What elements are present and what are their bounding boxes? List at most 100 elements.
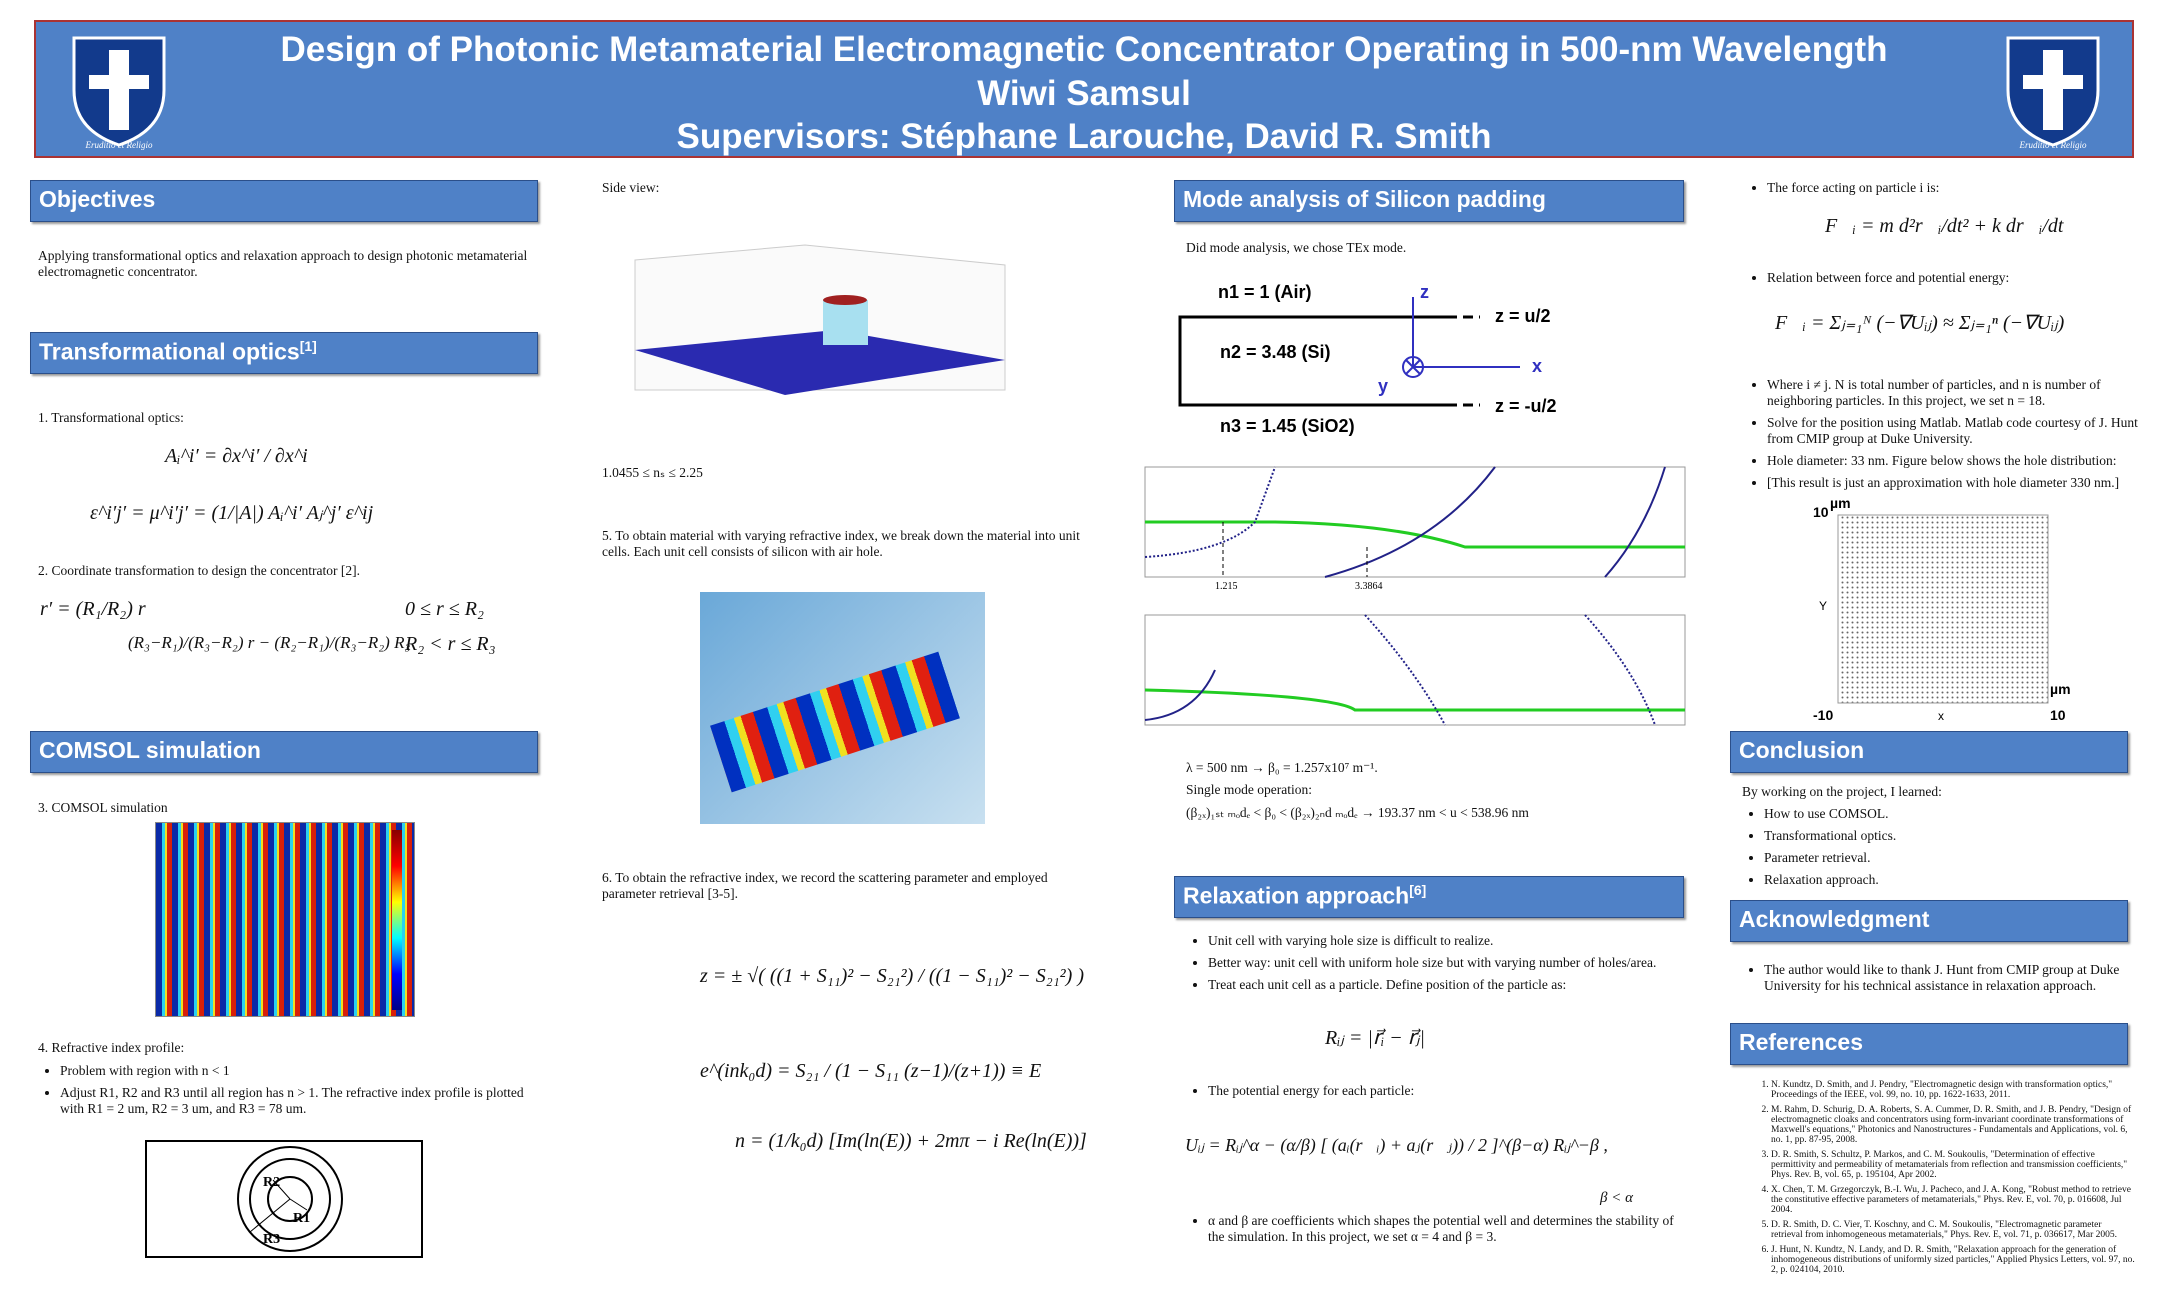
equation: z = ± √( ((1 + S₁₁)² − S₂₁²) / ((1 − S₁₁… [700,965,1084,987]
list-item: X. Chen, T. M. Grzegorczyk, B.-I. Wu, J.… [1771,1185,2135,1215]
text: (β₂ₓ)₁ₛₜ ₘₒdₑ < β₀ < (β₂ₓ)₂ₙd ₘₒdₑ → 193… [1186,805,1529,820]
text: Applying transformational optics and rel… [38,248,528,279]
section-heading: References [1730,1023,2128,1065]
list: How to use COMSOL. Transformational optic… [1742,806,2122,894]
list-item: Problem with region with n < 1 [60,1063,538,1079]
hole-distribution: 10 µm Y -10 x 10 µm [1813,500,2071,723]
list-item: N. Kundtz, D. Smith, and J. Pendry, "Ele… [1771,1080,2135,1100]
bullet: α and β are coefficients which shapes th… [1208,1213,1676,1245]
header: Design of Photonic Metamaterial Electrom… [34,20,2134,158]
list-item: Solve for the position using Matlab. Mat… [1767,415,2155,447]
label: z = u/2 [1495,306,1551,326]
dispersion-plot [1144,614,1686,726]
equation: β < α [1600,1190,1633,1206]
logo: Eruditio et Religio [72,36,166,150]
item: 2. Coordinate transformation to design t… [38,563,361,578]
equation: F⃗ᵢ = m d²r⃗ᵢ/dt² + k dr⃗ᵢ/dt [1825,215,2064,237]
item: 4. Refractive index profile: [38,1040,185,1055]
equation: n = (1/k₀d) [Im(ln(E)) + 2mπ − i Re(ln(E… [735,1130,1087,1152]
axis-label: -10 [1813,707,1833,723]
equation: e^(ink₀d) = S₂₁ / (1 − S₁₁ (z−1)/(z+1)) … [700,1060,1042,1082]
marker-label: 3.3864 [1355,581,1383,592]
section-heading: Relaxation approach[6] [1174,876,1684,918]
list-item: D. R. Smith, D. C. Vier, T. Koschny, and… [1771,1220,2135,1240]
text: By working on the project, I learned: [1742,784,1942,799]
axis-unit: µm [1830,500,1851,511]
bullet: The author would like to thank J. Hunt f… [1764,962,2127,994]
logo: Eruditio et Religio [2006,36,2100,150]
heading-text: Relaxation approach [1183,882,1410,909]
list: α and β are coefficients which shapes th… [1186,1213,1676,1251]
section-heading: Mode analysis of Silicon padding [1174,180,1684,222]
citation: [1] [299,338,317,354]
section-heading: Conclusion [1730,731,2128,773]
dispersion-plot: 1.215 3.3864 [1144,466,1686,592]
list: The force acting on particle i is: [1745,180,2145,202]
supervisors: Supervisors: Stéphane Larouche, David R.… [676,117,1492,156]
list: The author would like to thank J. Hunt f… [1742,962,2127,1000]
list-item: Parameter retrieval. [1764,850,2122,866]
section-heading: Transformational optics[1] [30,332,538,374]
text: Single mode operation: [1186,782,1312,797]
axis-label: Y [1819,599,1827,613]
label: z = -u/2 [1495,396,1557,416]
equation: R₂ < r ≤ R₃ [405,633,496,655]
list: N. Kundtz, D. Smith, and J. Pendry, "Ele… [1745,1080,2135,1280]
list-item: [This result is just an approximation wi… [1767,475,2155,491]
list-item: J. Hunt, N. Kundtz, N. Landy, and D. R. … [1771,1245,2135,1275]
label: n3 = 1.45 (SiO2) [1220,416,1355,436]
text: λ = 500 nm → β₀ = 1.257x10⁷ m⁻¹. [1186,760,1378,775]
bullet: The force acting on particle i is: [1767,180,2145,196]
label: y [1378,376,1388,396]
label: R2 [263,1175,280,1190]
list-item: D. R. Smith, S. Schultz, P. Markos, and … [1771,1150,2135,1180]
list-item: Relaxation approach. [1764,872,2122,888]
section-heading: Acknowledgment [1730,900,2128,942]
axis-label: 10 [1813,504,1829,520]
motto: Eruditio et Religio [85,140,153,150]
motto: Eruditio et Religio [2019,140,2087,150]
list-item: Adjust R1, R2 and R3 until all region ha… [60,1085,538,1117]
list-item: Treat each unit cell as a particle. Defi… [1208,977,1676,993]
bullet: Relation between force and potential ene… [1767,270,2145,286]
text: 6. To obtain the refractive index, we re… [602,870,1048,901]
label: R1 [293,1211,310,1226]
list: Relation between force and potential ene… [1745,270,2145,292]
label: n2 = 3.48 (Si) [1220,342,1331,362]
colorbar [392,830,402,1010]
citation: [6] [1409,882,1427,898]
list: The potential energy for each particle: [1186,1083,1676,1105]
list: Unit cell with varying hole size is diff… [1186,933,1676,999]
list-item: Where i ≠ j. N is total number of partic… [1767,377,2155,409]
equation: Aᵢ^i′ = ∂x^i′ / ∂x^i [165,445,308,467]
radius-diagram: R2 R1 R3 [145,1140,423,1258]
surface-plot [634,244,1006,395]
axis-label: x [1938,709,1944,723]
axis-label: 10 [2050,707,2066,723]
list: Where i ≠ j. N is total number of partic… [1745,377,2155,497]
author: Wiwi Samsul [977,74,1191,113]
equation: Uᵢⱼ = Rᵢⱼ^α − (α/β) [ (aᵢ(r⃗ᵢ) + aⱼ(r⃗ⱼ)… [1185,1135,1608,1155]
list-item: Unit cell with varying hole size is diff… [1208,933,1676,949]
label: n1 = 1 (Air) [1218,282,1312,302]
field-plot [155,822,415,1017]
list: Problem with region with n < 1 Adjust R1,… [38,1063,538,1123]
label: R3 [263,1232,280,1247]
equation: Rᵢⱼ = |r⃗ᵢ − r⃗ⱼ| [1325,1027,1425,1049]
equation: 0 ≤ r ≤ R₂ [405,598,484,620]
text: 1.0455 ≤ nₛ ≤ 2.25 [602,465,703,480]
equation: ε^i′j′ = μ^i′j′ = (1/|A|) Aᵢ^i′ Aⱼ^j′ ε^… [90,502,374,524]
title: Design of Photonic Metamaterial Electrom… [280,30,1888,69]
equation: F⃗ᵢ = Σⱼ₌₁ᴺ (−∇Uᵢⱼ) ≈ Σⱼ₌₁ⁿ (−∇Uᵢⱼ) [1775,312,2065,334]
list-item: M. Rahm, D. Schurig, D. A. Roberts, S. A… [1771,1105,2135,1145]
axis-unit: µm [2050,681,2071,697]
label: z [1420,282,1429,302]
label: x [1532,356,1542,376]
section-heading: COMSOL simulation [30,731,538,773]
item: 3. COMSOL simulation [38,800,168,815]
heading-text: Transformational optics [39,338,300,365]
list-item: Hole diameter: 33 nm. Figure below shows… [1767,453,2155,469]
list-item: Transformational optics. [1764,828,2122,844]
unit-cell-plot [700,592,985,824]
